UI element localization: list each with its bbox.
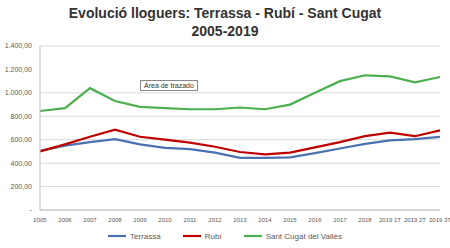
svg-text:2019 2T: 2019 2T xyxy=(404,217,426,223)
svg-text:2011: 2011 xyxy=(184,217,198,223)
html-text:2005-2019: 2005-2019 xyxy=(191,23,259,39)
svg-text:2006: 2006 xyxy=(58,217,72,223)
svg-text:2012: 2012 xyxy=(208,217,222,223)
html-text:Rubí: Rubí xyxy=(204,231,222,241)
svg-text:2017: 2017 xyxy=(333,217,347,223)
svg-text:400,00: 400,00 xyxy=(11,160,33,167)
svg-text:2016: 2016 xyxy=(308,217,322,223)
svg-text:2005: 2005 xyxy=(33,217,47,223)
svg-text:600,00: 600,00 xyxy=(11,136,33,143)
svg-text:-: - xyxy=(30,206,33,213)
svg-text:2015: 2015 xyxy=(283,217,297,223)
html-text:Área de trazado: Área de trazado xyxy=(144,82,194,89)
html-text:Evolució lloguers: Terrassa -: Evolució lloguers: Terrassa - Rubí - San… xyxy=(68,5,382,21)
svg-text:1.200,00: 1.200,00 xyxy=(8,66,32,73)
svg-text:2014: 2014 xyxy=(258,217,272,223)
svg-text:2013: 2013 xyxy=(233,217,247,223)
svg-text:1.000,00: 1.000,00 xyxy=(8,89,32,96)
svg-text:2018: 2018 xyxy=(358,217,372,223)
svg-text:800,00: 800,00 xyxy=(11,113,33,120)
svg-text:2008: 2008 xyxy=(108,217,122,223)
svg-text:2009: 2009 xyxy=(133,217,147,223)
svg-text:200,00: 200,00 xyxy=(11,183,33,190)
svg-text:2007: 2007 xyxy=(83,217,97,223)
svg-text:2010: 2010 xyxy=(158,217,172,223)
svg-text:2019 3T: 2019 3T xyxy=(429,217,442,223)
svg-text:1.400,00: 1.400,00 xyxy=(8,42,32,49)
html-text:Sant Cugat del Vallès: Sant Cugat del Vallès xyxy=(265,231,342,241)
svg-text:2019 1T: 2019 1T xyxy=(379,217,401,223)
html-text:Terrassa: Terrassa xyxy=(130,231,161,241)
